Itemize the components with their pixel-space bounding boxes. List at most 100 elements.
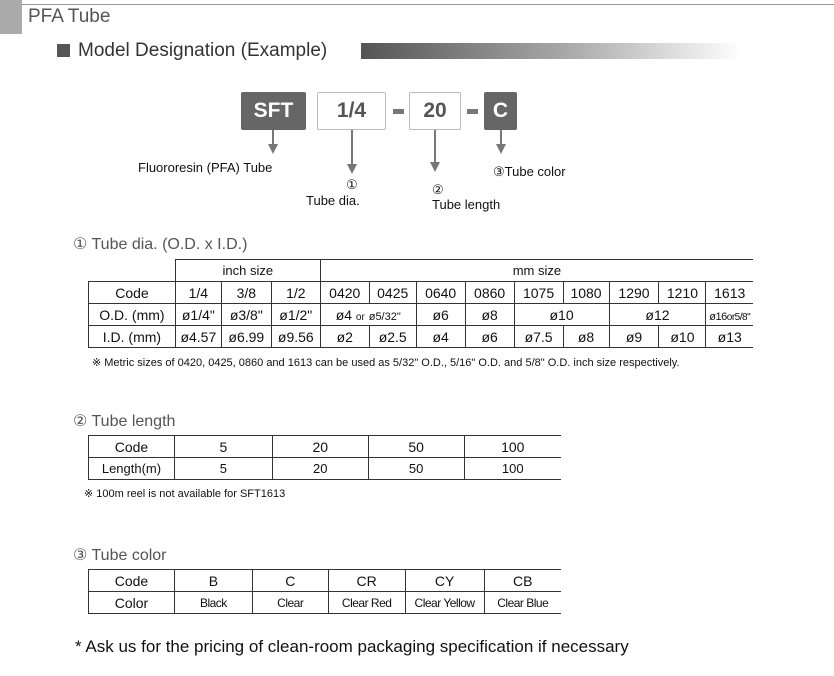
dash	[467, 109, 478, 114]
label-product: Fluororesin (PFA) Tube	[138, 160, 273, 175]
cell: ø8	[464, 303, 515, 326]
leader-line	[500, 130, 502, 144]
cell: 0420	[319, 281, 370, 304]
cell: O.D. (mm)	[88, 303, 176, 326]
cell: ø10	[513, 303, 610, 326]
table-row: inch size mm size	[88, 259, 753, 282]
cell: ø1/4"	[174, 303, 222, 326]
cell: ø16or5/8"	[705, 303, 753, 326]
table-row: Code 1/4 3/8 1/2 0420 0425 0640 0860 1075 1080 129…	[88, 281, 753, 304]
cell: 100	[463, 457, 561, 480]
cell: 3/8	[220, 281, 272, 304]
cell: Clear Blue	[483, 591, 561, 614]
table-row: Length(m) 5 20 50 100	[88, 457, 561, 480]
cell: 1290	[608, 281, 660, 304]
table-row: Color Black Clear Clear Red Clear Yellow Clea…	[88, 591, 561, 614]
mm-size-header: mm size	[319, 259, 753, 282]
table-row: Code 5 20 50 100	[88, 435, 561, 458]
table-row: O.D. (mm) ø1/4" ø3/8" ø1/2" ø4 or ø5/32" ø6…	[88, 303, 753, 326]
dia-note: ※ Metric sizes of 0420, 0425, 0860 and 1…	[92, 357, 680, 369]
cell: 1075	[513, 281, 564, 304]
cell: Color	[88, 591, 175, 614]
footer-note: * Ask us for the pricing of clean-room p…	[75, 637, 629, 656]
cell: ø4 or ø5/32"	[319, 303, 417, 326]
label-dia-num: ①	[346, 177, 358, 192]
dia-section-title: ① Tube dia. (O.D. x I.D.)	[73, 236, 248, 253]
cell: ø8	[562, 325, 610, 348]
cell: CB	[483, 569, 561, 592]
cell: 1613	[705, 281, 753, 304]
cell: ø4	[415, 325, 466, 348]
cell: Black	[173, 591, 253, 614]
leader-line	[351, 130, 353, 165]
cell: ø13	[705, 325, 753, 348]
cell: 0640	[415, 281, 466, 304]
arrow-down-icon	[430, 162, 440, 172]
cell: ø12	[608, 303, 707, 326]
cell: Clear	[251, 591, 329, 614]
cell: ø2	[319, 325, 370, 348]
cell: 5	[173, 457, 273, 480]
label-len-num: ②	[432, 182, 444, 197]
cell: 100	[463, 435, 561, 458]
page-title: PFA Tube	[28, 6, 111, 27]
cell: ø6.99	[220, 325, 272, 348]
color-table: Code B C CR CY CB Color Black Clear Clear Red Cle…	[88, 569, 561, 614]
cell: ø10	[658, 325, 707, 348]
cell: 5	[173, 435, 273, 458]
cell: 50	[367, 435, 465, 458]
cell: 1210	[658, 281, 707, 304]
cell-text: ø16	[709, 310, 727, 323]
label-dia: Tube dia.	[306, 193, 360, 208]
cell: ø7.5	[513, 325, 564, 348]
section-title: Model Designation (Example)	[78, 40, 328, 61]
cell: ø2.5	[368, 325, 417, 348]
cell: 1080	[562, 281, 610, 304]
cell: ø6	[415, 303, 466, 326]
square-bullet-icon	[57, 44, 70, 57]
dia-table: inch size mm size Code 1/4 3/8 1/2 0420 0425 06…	[88, 259, 753, 348]
cell: ø3/8"	[220, 303, 272, 326]
cell-text: ø5/32"	[368, 310, 401, 323]
top-rule	[22, 4, 834, 5]
table-row: I.D. (mm) ø4.57 ø6.99 ø9.56 ø2 ø2.5 ø4 ø6 ø7.5 ø8…	[88, 325, 753, 348]
cell-text: 5/8"	[734, 311, 751, 323]
arrow-down-icon	[347, 164, 357, 174]
cell: ø1/2"	[270, 303, 321, 326]
cell: B	[173, 569, 253, 592]
cell: 1/4	[174, 281, 222, 304]
cell: Code	[88, 569, 175, 592]
table-row: Code B C CR CY CB	[88, 569, 561, 592]
cell: I.D. (mm)	[88, 325, 176, 348]
cell: 0425	[368, 281, 417, 304]
cell: 1/2	[270, 281, 321, 304]
cell: CR	[327, 569, 406, 592]
cell: Length(m)	[88, 457, 175, 480]
cell: Code	[88, 435, 175, 458]
cell: 20	[271, 435, 369, 458]
leader-line	[434, 130, 436, 163]
cell: 20	[271, 457, 369, 480]
model-part-length: 20	[409, 92, 461, 130]
cell: ø6	[464, 325, 515, 348]
cell: Clear Yellow	[404, 591, 485, 614]
arrow-down-icon	[496, 144, 506, 154]
color-section-title: ③ Tube color	[73, 547, 167, 564]
cell: ø4.57	[174, 325, 222, 348]
cell: ø9	[608, 325, 660, 348]
cell-text: or	[726, 311, 735, 323]
cell: Clear Red	[327, 591, 406, 614]
arrow-down-icon	[268, 144, 278, 154]
length-note: ※ 100m reel is not available for SFT1613	[84, 488, 286, 500]
model-part-dia: 1/4	[317, 92, 386, 130]
gradient-bar	[361, 43, 741, 59]
cell: C	[251, 569, 329, 592]
cell: 50	[367, 457, 465, 480]
title-marker	[0, 0, 22, 34]
label-color: ③Tube color	[493, 164, 566, 179]
cell-text: ø4	[335, 306, 353, 323]
dash	[393, 109, 404, 114]
length-table: Code 5 20 50 100 Length(m) 5 20 50 100	[88, 435, 561, 480]
inch-size-header: inch size	[174, 259, 321, 282]
leader-line	[272, 130, 274, 144]
